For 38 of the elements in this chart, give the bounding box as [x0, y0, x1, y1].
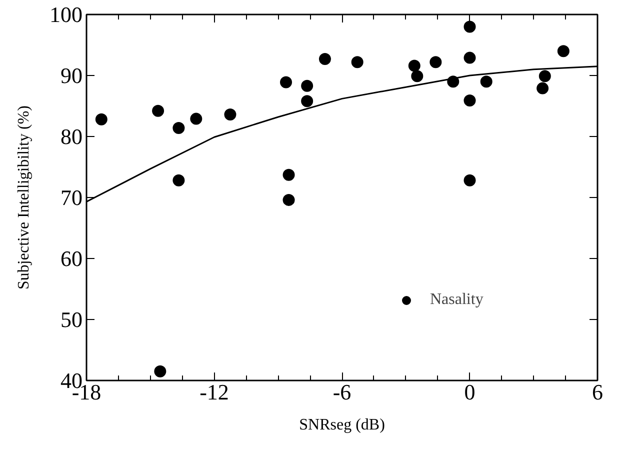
y-tick-label: 70	[60, 185, 82, 210]
x-axis-title: SNRseg (dB)	[299, 416, 385, 434]
point	[536, 82, 549, 94]
point	[190, 112, 202, 125]
point	[351, 56, 364, 68]
y-tick-label: 50	[60, 307, 82, 332]
point	[430, 56, 442, 68]
point	[408, 60, 420, 72]
x-tick-label: -6	[332, 380, 352, 404]
point	[301, 95, 314, 108]
point	[411, 70, 424, 82]
point	[464, 94, 476, 106]
point	[172, 174, 185, 186]
point	[95, 113, 108, 126]
point	[318, 53, 331, 66]
y-tick-label: 90	[60, 63, 82, 88]
point	[172, 122, 185, 134]
x-tick-label: -12	[200, 380, 229, 404]
point	[154, 365, 166, 378]
point	[464, 174, 476, 186]
y-tick-label: 60	[60, 246, 82, 271]
point	[464, 20, 476, 33]
point	[152, 104, 164, 117]
point	[557, 45, 570, 58]
point	[282, 194, 295, 206]
y-tick-label: 100	[50, 2, 82, 27]
point	[464, 52, 476, 64]
legend-label: Nasality	[430, 291, 484, 309]
point	[224, 108, 236, 121]
x-tick-label: 6	[592, 380, 603, 404]
point	[280, 76, 292, 88]
point	[538, 70, 551, 82]
y-axis-title: Subjective Intelligibility (%)	[16, 106, 32, 290]
x-tick-label: 0	[464, 380, 476, 404]
point	[480, 76, 492, 88]
y-tick-label: 80	[60, 124, 82, 149]
point	[301, 80, 314, 92]
point	[282, 168, 295, 181]
